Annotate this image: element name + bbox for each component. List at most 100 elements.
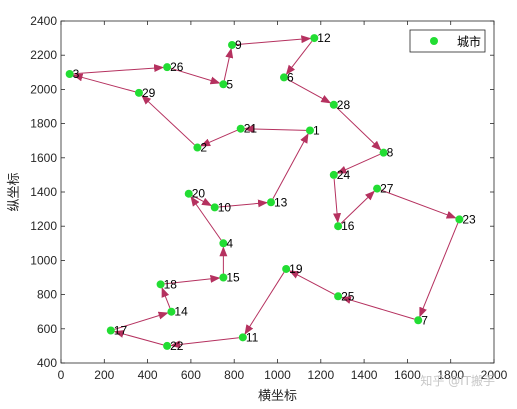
x-tick-label: 400: [138, 368, 158, 382]
city-point-4: [219, 239, 228, 248]
city-point-9: [228, 40, 237, 49]
city-label-28: 28: [337, 98, 351, 112]
y-axis-label: 纵坐标: [7, 172, 22, 211]
city-label-12: 12: [317, 31, 331, 45]
route-arrow-16-27: [340, 190, 375, 224]
x-axis-label: 横坐标: [258, 389, 297, 404]
legend: 城市: [409, 29, 486, 53]
route-arrow-11-22: [170, 337, 239, 349]
city-label-25: 25: [341, 289, 355, 303]
city-label-4: 4: [226, 236, 233, 250]
route-arrow-3-26: [73, 64, 165, 75]
city-label-16: 16: [341, 219, 355, 233]
route-arrow-8-24: [336, 153, 381, 174]
city-point-18: [156, 280, 165, 289]
route-arrow-22-17: [113, 330, 164, 346]
city-point-27: [373, 184, 382, 193]
city-point-19: [282, 264, 291, 273]
y-tick-label: 2200: [30, 48, 57, 62]
x-tick-label: 800: [224, 368, 244, 382]
city-point-11: [238, 333, 247, 342]
city-label-15: 15: [226, 271, 240, 285]
city-label-10: 10: [218, 200, 232, 214]
city-label-2: 2: [200, 141, 207, 155]
city-point-26: [163, 63, 172, 72]
route-arrow-19-11: [244, 272, 285, 335]
route-arrow-13-1: [272, 133, 309, 199]
city-point-21: [236, 124, 245, 133]
legend-label: 城市: [457, 34, 481, 49]
city-label-8: 8: [387, 146, 394, 160]
route-arrow-7-25: [340, 296, 415, 320]
route-arrow-2-29: [141, 94, 195, 146]
city-point-2: [193, 143, 202, 152]
route-arrow-28-8: [336, 107, 382, 151]
y-tick-label: 1200: [30, 219, 57, 233]
y-tick-label: 1800: [30, 117, 57, 131]
y-tick-label: 400: [37, 356, 57, 370]
route-arrow-12-6: [285, 40, 313, 76]
route-arrow-4-20: [190, 196, 222, 241]
y-tick-label: 2400: [30, 14, 57, 28]
route-arrow-21-2: [200, 129, 238, 147]
x-tick-label: 1800: [437, 368, 464, 382]
route-arrow-27-23: [380, 189, 457, 219]
route-arrow-20-10: [192, 195, 213, 206]
x-tick-label: 600: [181, 368, 201, 382]
city-point-5: [219, 80, 228, 89]
city-point-3: [65, 70, 74, 79]
city-point-28: [329, 100, 338, 109]
route-arrow-6-28: [287, 78, 332, 104]
city-label-6: 6: [287, 70, 294, 84]
city-point-23: [455, 215, 464, 224]
route-arrow-23-7: [419, 222, 459, 318]
y-tick-label: 1400: [30, 185, 57, 199]
city-point-13: [267, 198, 276, 207]
y-tick-label: 800: [37, 288, 57, 302]
route-arrow-18-15: [164, 274, 221, 285]
route-arrow-17-14: [114, 311, 169, 330]
route-arrow-25-19: [288, 270, 335, 295]
city-point-25: [334, 292, 343, 301]
city-point-6: [279, 73, 288, 82]
y-tick-label: 1000: [30, 253, 57, 267]
city-point-29: [134, 88, 143, 97]
city-label-23: 23: [462, 212, 476, 226]
city-label-19: 19: [289, 262, 303, 276]
city-point-16: [334, 222, 343, 231]
y-tick-label: 2000: [30, 82, 57, 96]
route-arrow-29-3: [72, 73, 136, 93]
city-label-21: 21: [244, 122, 258, 136]
route-arrow-10-13: [218, 199, 269, 208]
x-tick-label: 200: [94, 368, 114, 382]
city-label-27: 27: [380, 182, 394, 196]
city-label-29: 29: [142, 86, 156, 100]
city-label-22: 22: [170, 339, 184, 353]
city-label-26: 26: [170, 60, 184, 74]
y-tick-label: 1600: [30, 151, 57, 165]
plot-area: [60, 20, 495, 364]
x-tick-label: 1400: [351, 368, 378, 382]
x-tick-label: 2000: [481, 368, 508, 382]
city-label-17: 17: [114, 324, 128, 338]
city-point-14: [167, 307, 176, 316]
city-label-14: 14: [174, 305, 188, 319]
route-arrow-14-18: [161, 287, 171, 309]
legend-box: [409, 29, 486, 53]
city-point-15: [219, 273, 228, 282]
y-tick-label: 600: [37, 322, 57, 336]
city-label-20: 20: [192, 187, 206, 201]
route-arrow-26-5: [170, 67, 221, 85]
x-tick-label: 0: [58, 368, 65, 382]
city-point-24: [329, 170, 338, 179]
city-point-8: [379, 148, 388, 157]
city-point-22: [163, 341, 172, 350]
city-point-12: [310, 34, 319, 43]
city-label-11: 11: [246, 330, 259, 344]
city-point-17: [106, 326, 115, 335]
city-label-9: 9: [235, 38, 242, 52]
x-tick-label: 1200: [307, 368, 334, 382]
city-label-24: 24: [337, 168, 351, 182]
city-label-18: 18: [164, 277, 178, 291]
